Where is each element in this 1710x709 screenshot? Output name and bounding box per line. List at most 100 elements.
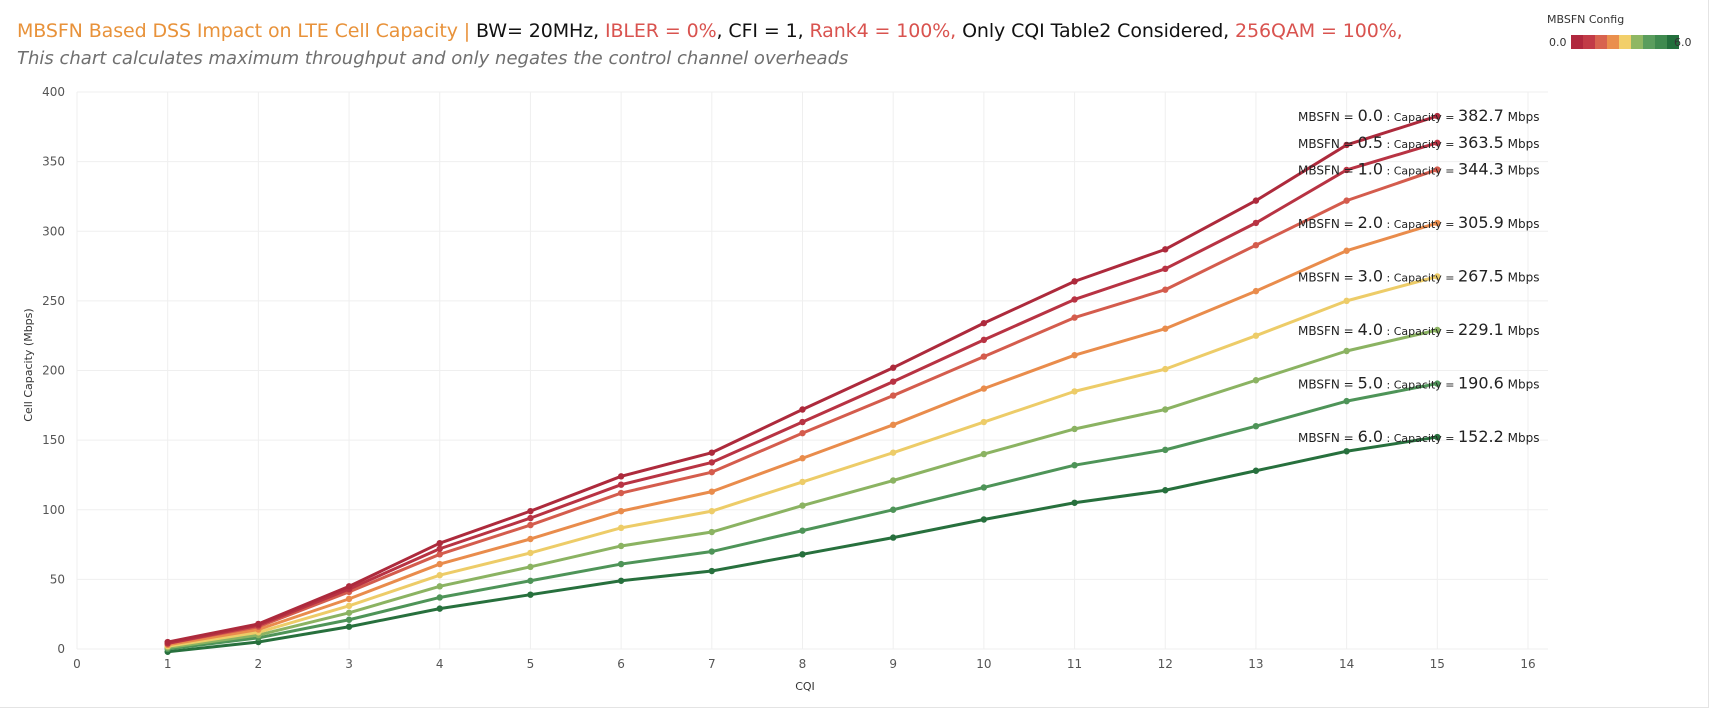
data-point[interactable] bbox=[889, 364, 897, 371]
data-point[interactable] bbox=[799, 429, 806, 437]
color-legend[interactable]: MBSFN Config 0.0 6.0 bbox=[1547, 13, 1697, 49]
data-point[interactable] bbox=[708, 507, 716, 515]
data-point[interactable] bbox=[799, 502, 806, 509]
data-point[interactable] bbox=[708, 548, 716, 555]
data-point[interactable] bbox=[980, 336, 988, 344]
data-point[interactable] bbox=[1434, 380, 1441, 387]
data-point[interactable] bbox=[1434, 139, 1441, 147]
data-point[interactable] bbox=[1071, 388, 1078, 395]
data-point[interactable] bbox=[1252, 197, 1260, 204]
data-point[interactable] bbox=[1343, 166, 1350, 174]
data-point[interactable] bbox=[889, 506, 897, 513]
data-point[interactable] bbox=[1162, 406, 1169, 413]
data-point[interactable] bbox=[980, 484, 988, 491]
data-point[interactable] bbox=[708, 459, 716, 466]
data-point[interactable] bbox=[708, 567, 716, 575]
data-point[interactable] bbox=[1162, 487, 1169, 494]
data-point[interactable] bbox=[436, 571, 443, 579]
data-point[interactable] bbox=[1252, 377, 1260, 384]
data-point[interactable] bbox=[436, 545, 443, 552]
data-point[interactable] bbox=[799, 406, 806, 413]
data-point[interactable] bbox=[617, 542, 625, 550]
data-point[interactable] bbox=[1343, 347, 1350, 355]
data-point[interactable] bbox=[164, 638, 171, 646]
data-point[interactable] bbox=[436, 594, 443, 601]
data-point[interactable] bbox=[889, 378, 897, 385]
data-point[interactable] bbox=[527, 507, 534, 515]
data-point[interactable] bbox=[799, 478, 806, 486]
data-point[interactable] bbox=[1343, 197, 1350, 204]
data-point[interactable] bbox=[527, 591, 534, 598]
data-point[interactable] bbox=[1343, 397, 1350, 405]
data-point[interactable] bbox=[1071, 278, 1078, 285]
data-point[interactable] bbox=[1071, 499, 1078, 506]
data-point[interactable] bbox=[889, 477, 897, 484]
data-point[interactable] bbox=[980, 319, 988, 327]
data-point[interactable] bbox=[345, 616, 353, 623]
data-point[interactable] bbox=[1343, 141, 1350, 149]
data-point[interactable] bbox=[617, 489, 625, 497]
data-point[interactable] bbox=[1071, 314, 1078, 321]
data-point[interactable] bbox=[799, 551, 806, 558]
data-point[interactable] bbox=[708, 488, 716, 495]
data-point[interactable] bbox=[345, 595, 353, 603]
data-point[interactable] bbox=[345, 623, 353, 630]
data-point[interactable] bbox=[889, 449, 897, 456]
data-point[interactable] bbox=[799, 455, 806, 462]
data-point[interactable] bbox=[436, 583, 443, 590]
data-point[interactable] bbox=[436, 539, 443, 547]
data-point[interactable] bbox=[1343, 297, 1350, 305]
data-point[interactable] bbox=[708, 528, 716, 536]
data-point[interactable] bbox=[980, 353, 988, 360]
data-point[interactable] bbox=[436, 605, 443, 612]
data-point[interactable] bbox=[527, 521, 534, 529]
data-point[interactable] bbox=[1252, 287, 1260, 295]
data-point[interactable] bbox=[255, 620, 262, 628]
data-point[interactable] bbox=[980, 418, 988, 426]
data-point[interactable] bbox=[708, 468, 716, 476]
data-point[interactable] bbox=[1434, 433, 1441, 441]
data-point[interactable] bbox=[527, 563, 534, 571]
data-point[interactable] bbox=[708, 449, 716, 456]
data-point[interactable] bbox=[617, 473, 625, 480]
data-point[interactable] bbox=[436, 551, 443, 558]
data-point[interactable] bbox=[527, 577, 534, 584]
data-point[interactable] bbox=[1071, 351, 1078, 359]
data-point[interactable] bbox=[617, 524, 625, 532]
data-point[interactable] bbox=[1434, 112, 1441, 120]
data-point[interactable] bbox=[1071, 296, 1078, 303]
data-point[interactable] bbox=[889, 534, 897, 541]
data-point[interactable] bbox=[436, 560, 443, 568]
data-point[interactable] bbox=[1434, 273, 1441, 280]
data-point[interactable] bbox=[1162, 265, 1169, 273]
data-point[interactable] bbox=[1162, 246, 1169, 253]
data-point[interactable] bbox=[1434, 219, 1441, 227]
data-point[interactable] bbox=[1343, 247, 1350, 254]
data-point[interactable] bbox=[1071, 461, 1078, 469]
data-point[interactable] bbox=[799, 418, 806, 426]
data-point[interactable] bbox=[1071, 425, 1078, 433]
data-point[interactable] bbox=[1252, 467, 1260, 474]
data-point[interactable] bbox=[1434, 326, 1441, 334]
data-point[interactable] bbox=[1162, 286, 1169, 293]
data-point[interactable] bbox=[980, 450, 988, 458]
data-point[interactable] bbox=[617, 481, 625, 488]
data-point[interactable] bbox=[1162, 446, 1169, 454]
data-point[interactable] bbox=[980, 516, 988, 523]
data-point[interactable] bbox=[345, 609, 353, 616]
data-point[interactable] bbox=[1252, 423, 1260, 430]
data-point[interactable] bbox=[980, 385, 988, 392]
data-point[interactable] bbox=[617, 577, 625, 584]
data-point[interactable] bbox=[889, 421, 897, 429]
data-point[interactable] bbox=[617, 560, 625, 568]
data-point[interactable] bbox=[1434, 166, 1441, 173]
data-point[interactable] bbox=[799, 527, 806, 534]
data-point[interactable] bbox=[889, 392, 897, 399]
data-point[interactable] bbox=[1252, 332, 1260, 339]
data-point[interactable] bbox=[1343, 448, 1350, 455]
data-point[interactable] bbox=[527, 535, 534, 543]
data-point[interactable] bbox=[345, 602, 353, 610]
data-point[interactable] bbox=[1162, 325, 1169, 332]
data-point[interactable] bbox=[1162, 365, 1169, 373]
data-point[interactable] bbox=[345, 583, 353, 590]
